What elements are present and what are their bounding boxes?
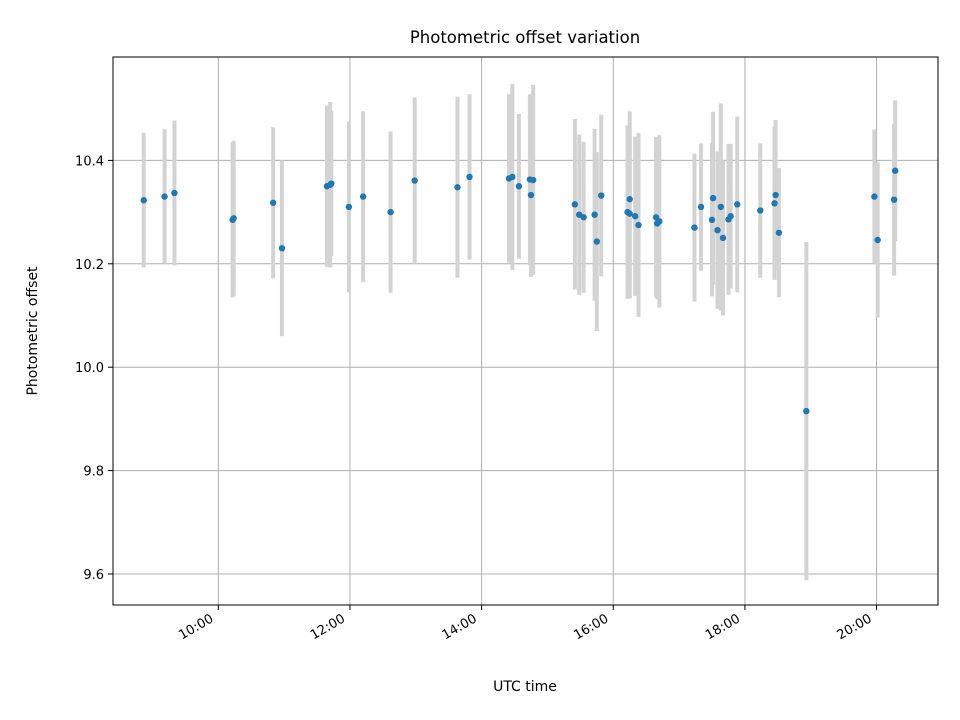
data-point (269, 199, 277, 206)
data-point (171, 189, 178, 197)
data-points (140, 167, 899, 415)
data-point (626, 210, 633, 217)
data-point (359, 193, 367, 200)
data-point (230, 215, 237, 222)
data-point (727, 213, 734, 220)
data-point (591, 211, 598, 218)
data-point (161, 193, 168, 200)
data-point (527, 191, 535, 199)
data-point (691, 224, 698, 231)
data-point (515, 183, 523, 190)
data-point (708, 216, 716, 224)
y-tick-label: 10.0 (75, 361, 104, 376)
data-point (580, 214, 587, 221)
data-point (734, 201, 741, 208)
data-point (140, 197, 147, 204)
data-point (466, 173, 473, 181)
data-point (571, 201, 579, 208)
data-point (411, 177, 418, 184)
data-point (709, 194, 717, 202)
data-point (714, 226, 721, 234)
y-tick-label: 9.6 (83, 568, 104, 583)
plot-frame (112, 56, 939, 606)
data-point (757, 207, 764, 214)
data-point (717, 203, 724, 211)
data-point (890, 196, 898, 203)
y-tick-label: 9.8 (83, 465, 104, 480)
y-tick-label: 10.2 (75, 258, 104, 273)
data-point (387, 208, 394, 216)
data-point (635, 221, 642, 229)
data-point (593, 238, 601, 245)
data-point (328, 180, 335, 187)
data-point (529, 176, 537, 184)
data-point (597, 192, 605, 199)
y-axis-title: Photometric offset (25, 266, 41, 396)
chart-title: Photometric offset variation (410, 28, 640, 47)
y-tick-label: 10.4 (75, 154, 104, 169)
data-point (656, 218, 663, 225)
data-point (772, 191, 779, 199)
x-axis-title: UTC time (493, 679, 557, 695)
data-point (632, 213, 639, 220)
data-point (871, 193, 878, 200)
data-point (509, 173, 516, 181)
data-point (345, 203, 353, 211)
data-point (892, 167, 899, 174)
data-point (803, 407, 810, 415)
data-point (719, 234, 727, 242)
data-point (697, 203, 705, 211)
data-point (626, 195, 633, 203)
data-point (278, 245, 286, 252)
data-point (771, 200, 778, 207)
data-point (874, 236, 881, 244)
data-point (454, 184, 461, 191)
y-axis-ticks: 9.6 9.8 10.0 10.2 10.4 (75, 154, 113, 583)
data-point (775, 229, 783, 236)
